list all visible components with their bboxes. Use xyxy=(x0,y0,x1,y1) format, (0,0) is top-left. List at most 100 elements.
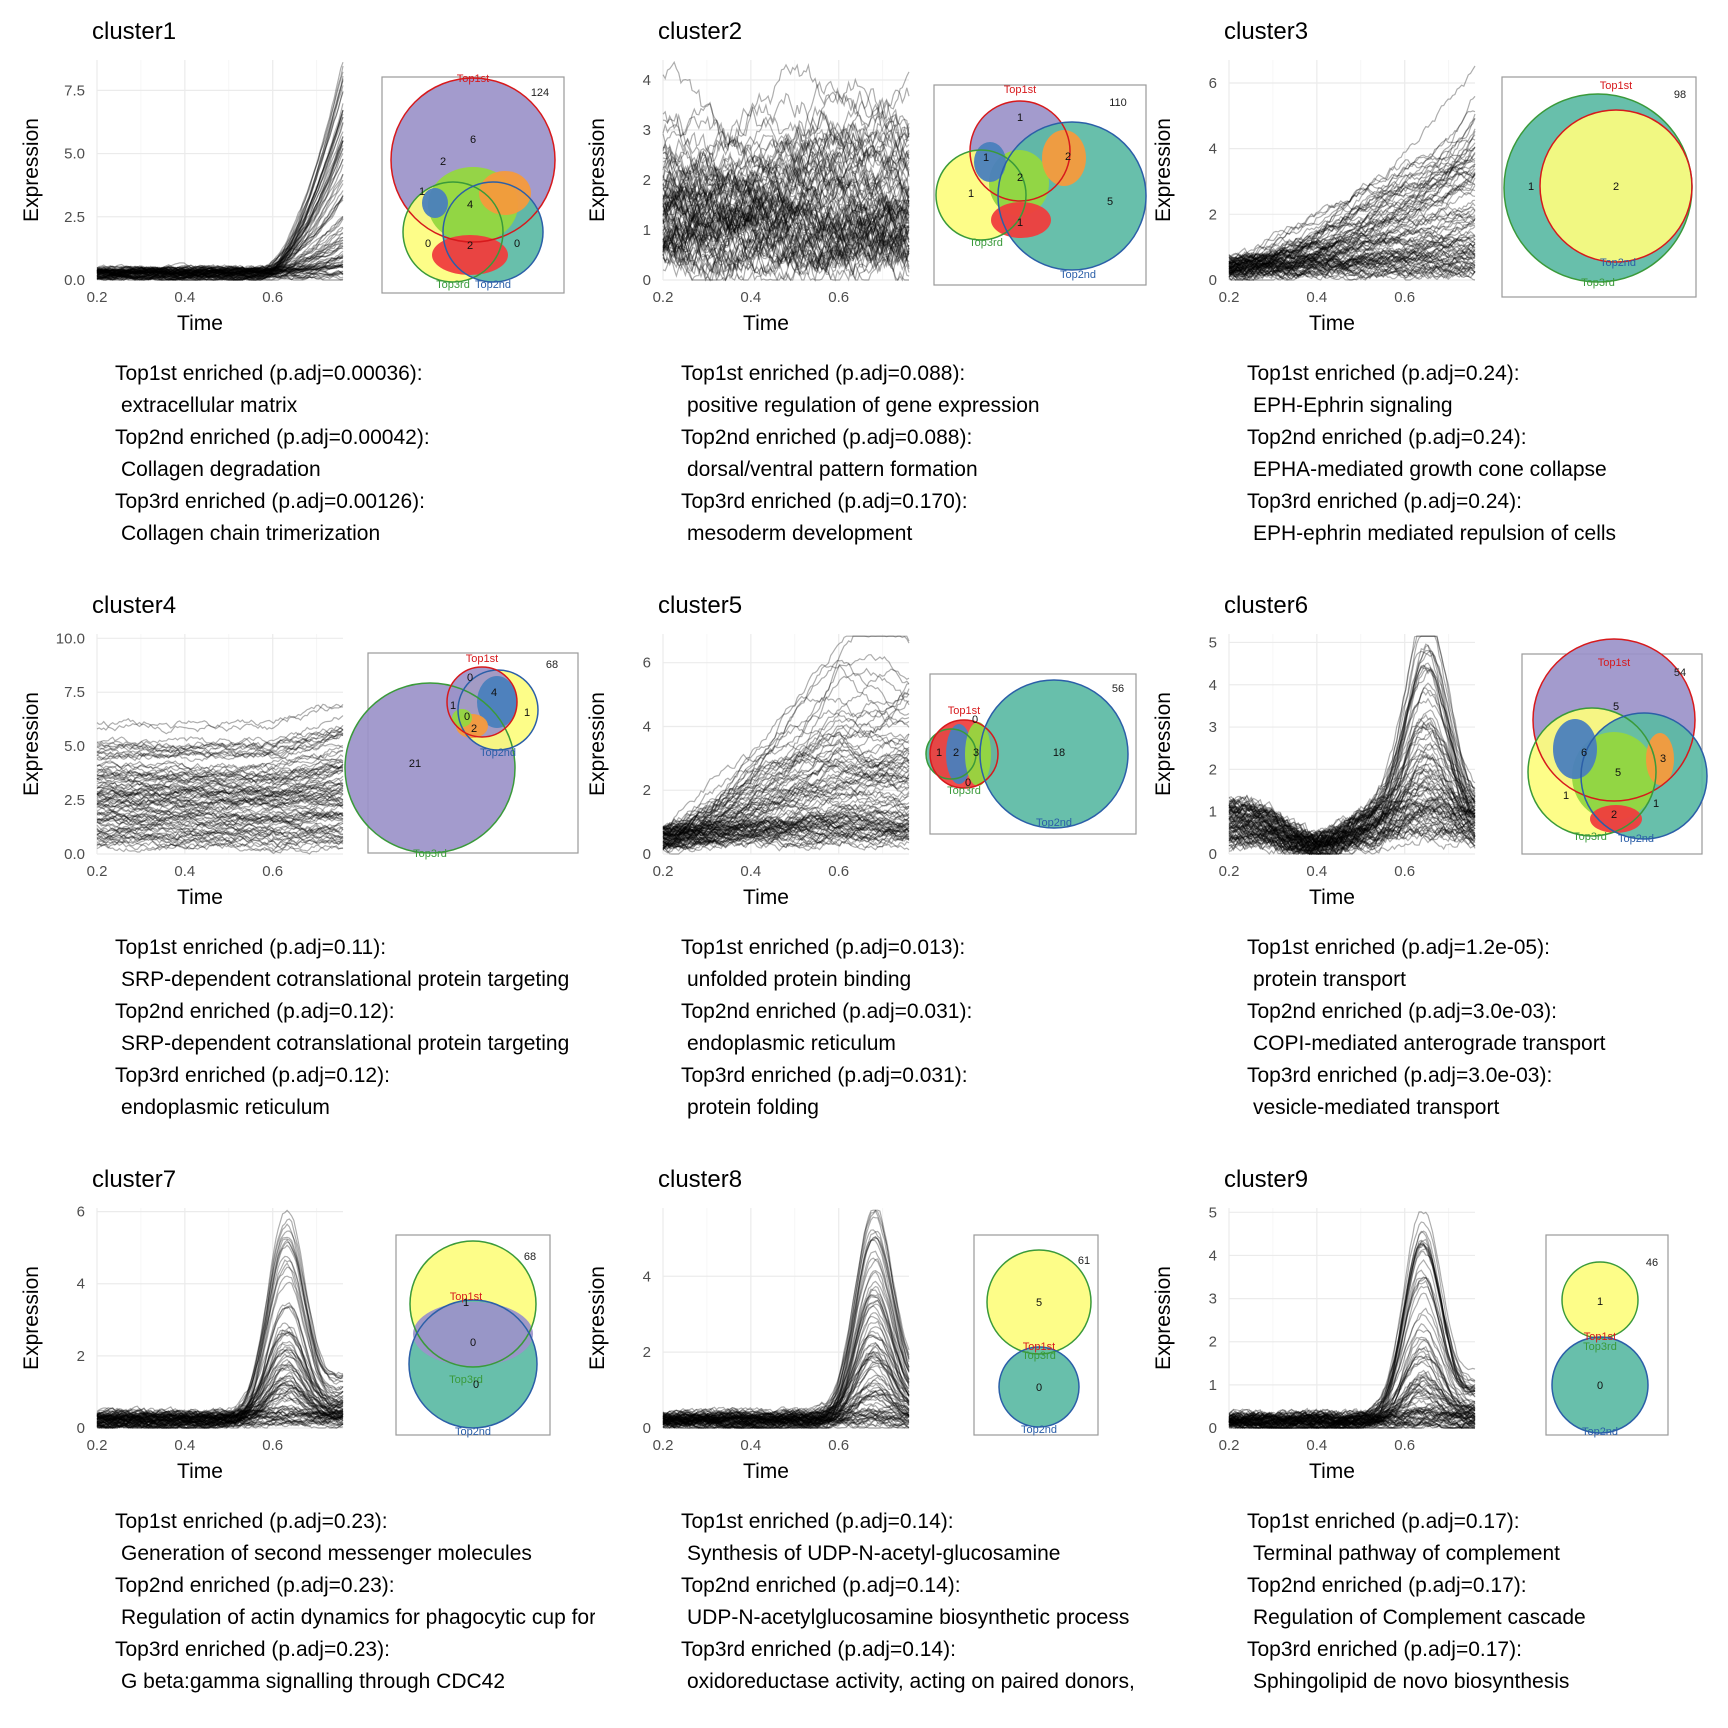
enrichment-term: UDP-N-acetylglucosamine biosynthetic pro… xyxy=(687,1606,1130,1629)
series-line xyxy=(96,758,344,786)
venn-set-label-top2: Top2nd xyxy=(1021,1424,1057,1436)
series-line xyxy=(662,808,910,841)
series-line xyxy=(96,1414,344,1429)
series-line xyxy=(96,1379,344,1421)
series-line xyxy=(662,241,909,282)
series-line xyxy=(96,781,344,800)
series-line xyxy=(662,1391,910,1424)
series-line xyxy=(1228,806,1476,853)
series-line xyxy=(1228,267,1476,281)
enrichment-label: Top3rd enriched (p.adj=3.0e-03): xyxy=(1247,1064,1553,1087)
series-line xyxy=(96,1397,344,1425)
series-line xyxy=(662,820,910,841)
series-line xyxy=(1228,785,1475,855)
series-line xyxy=(662,210,910,274)
series-line xyxy=(662,167,910,268)
cluster-title: cluster2 xyxy=(658,18,743,45)
venn-set-label-top3: Top3rd xyxy=(449,1374,483,1386)
series-line xyxy=(662,1345,910,1429)
series-line xyxy=(96,767,344,785)
series-line xyxy=(662,178,910,267)
expression-line-plot: 0.2 0.4 0.6 0 2 4 6 Time Expression xyxy=(586,634,910,909)
series-line xyxy=(662,700,910,837)
series-line xyxy=(662,165,910,235)
series-line xyxy=(662,1411,910,1429)
series-line xyxy=(1228,251,1476,268)
series-line xyxy=(662,1389,910,1426)
series-line xyxy=(96,140,344,281)
series-line xyxy=(1228,118,1476,269)
series-lines xyxy=(1228,635,1476,856)
series-line xyxy=(96,728,344,753)
series-line xyxy=(96,768,344,790)
series-line xyxy=(96,270,344,281)
series-lines xyxy=(1228,1211,1476,1429)
series-line xyxy=(1228,810,1476,846)
enrichment-term: vesicle-mediated transport xyxy=(1253,1096,1500,1119)
series-line xyxy=(1229,1418,1476,1429)
series-line xyxy=(662,187,910,267)
enrichment-summary: Top1st enriched (p.adj=0.00036): extracel… xyxy=(115,358,595,550)
x-axis-label: Time xyxy=(177,1460,223,1483)
series-line xyxy=(96,116,344,277)
series-line xyxy=(96,1349,344,1428)
series-line xyxy=(662,190,910,240)
series-line xyxy=(1228,776,1476,852)
cluster-panel: cluster2 0.2 0.4 0.6 0 1 2 3 4 Time Expression Top1… xyxy=(566,0,1147,576)
series-line xyxy=(662,129,910,249)
series-line xyxy=(662,753,910,849)
series-line xyxy=(662,1315,910,1429)
series-line xyxy=(1228,788,1476,847)
series-line xyxy=(96,239,344,275)
venn-total-count: 56 xyxy=(1112,683,1124,695)
series-line xyxy=(662,1351,910,1429)
series-line xyxy=(662,1299,910,1429)
y-tick-label: 6 xyxy=(77,1204,85,1221)
series-line xyxy=(96,734,344,758)
y-axis-label: Expression xyxy=(1152,692,1175,796)
series-line xyxy=(662,212,910,272)
y-tick-label: 0 xyxy=(1209,846,1217,863)
series-line xyxy=(96,1410,344,1423)
series-line xyxy=(1228,1395,1476,1426)
series-line xyxy=(1228,1250,1476,1425)
series-line xyxy=(1228,1347,1476,1429)
series-line xyxy=(1228,1384,1476,1427)
enrichment-label: Top2nd enriched (p.adj=0.00042): xyxy=(115,426,430,449)
series-line xyxy=(96,1331,344,1425)
venn-set-label-top1: Top1st xyxy=(1004,84,1036,96)
series-line xyxy=(1228,1390,1476,1423)
venn-set-label-top2: Top2nd xyxy=(475,279,511,291)
series-line xyxy=(96,256,344,275)
venn-region-count: 1 xyxy=(1653,798,1659,810)
venn-box xyxy=(395,1234,551,1436)
venn-overlap-region xyxy=(432,235,508,275)
venn-region-count: 0 xyxy=(514,238,520,250)
enrichment-label: Top1st enriched (p.adj=0.088): xyxy=(681,362,966,385)
series-line xyxy=(97,265,344,276)
series-line xyxy=(662,802,910,834)
series-line xyxy=(96,1419,344,1429)
series-line xyxy=(96,1408,344,1422)
series-line xyxy=(662,1389,910,1419)
venn-outline-top1 xyxy=(1539,109,1693,263)
series-line xyxy=(1228,1247,1476,1429)
series-line xyxy=(1228,818,1476,855)
series-line xyxy=(1228,1269,1476,1424)
series-line xyxy=(96,1259,344,1429)
series-line xyxy=(662,1237,910,1422)
venn-diagram: Top1st Top2nd Top3rd 98 1 2 xyxy=(1501,76,1697,298)
series-line xyxy=(1228,808,1476,848)
series-line xyxy=(96,179,344,275)
enrichment-term: endoplasmic reticulum xyxy=(687,1032,896,1055)
series-line xyxy=(96,766,344,793)
series-line xyxy=(662,1408,910,1426)
series-line xyxy=(662,1408,910,1424)
series-line xyxy=(1228,713,1476,847)
venn-set-label-top1: Top1st xyxy=(466,653,498,665)
venn-outline-top3 xyxy=(935,149,1027,241)
venn-region-count: 2 xyxy=(953,747,959,759)
series-line xyxy=(96,811,344,827)
series-line xyxy=(96,759,344,784)
